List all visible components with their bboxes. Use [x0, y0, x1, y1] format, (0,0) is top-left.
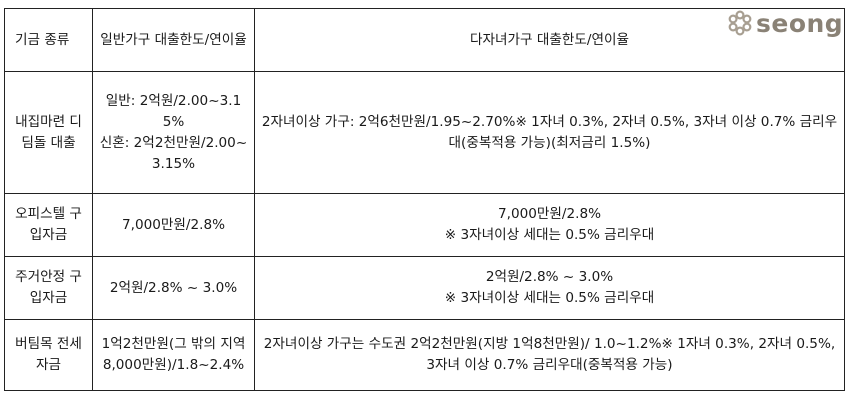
- general-line: 2억원/2.8% ~ 3.0%: [109, 279, 238, 296]
- general-line: 신혼: 2억2천만원/2.00~3.15%: [99, 134, 248, 172]
- table-row: 버팀목 전세자금 1억2천만원(그 밖의 지역 8,000만원)/1.8~2.4…: [4, 319, 845, 391]
- header-general: 일반가구 대출한도/연이율: [92, 8, 255, 72]
- header-multichild: 다자녀가구 대출한도/연이율: [254, 8, 845, 72]
- table-row: 내집마련 디딤돌 대출 일반: 2억원/2.00~3.15% 신혼: 2억2천만…: [4, 71, 845, 194]
- general-limit: 1억2천만원(그 밖의 지역 8,000만원)/1.8~2.4%: [92, 319, 255, 391]
- multichild-line: 2자녀이상 가구는 수도권 2억2천만원(지방 1억8천만원)/ 1.0~1.2…: [263, 336, 836, 373]
- multichild-line: 7,000만원/2.8%: [497, 206, 602, 222]
- fund-name: 버팀목 전세자금: [4, 319, 93, 391]
- multichild-line: 2억원/2.8% ~ 3.0%: [485, 269, 614, 285]
- table-row: 오피스텔 구입자금 7,000만원/2.8% 7,000만원/2.8% ※ 3자…: [4, 193, 845, 257]
- multichild-limit: 7,000만원/2.8% ※ 3자녀이상 세대는 0.5% 금리우대: [254, 193, 845, 257]
- table-row: 주거안정 구입자금 2억원/2.8% ~ 3.0% 2억원/2.8% ~ 3.0…: [4, 256, 845, 320]
- header-fund-type: 기금 종류: [4, 8, 93, 72]
- loan-table: 기금 종류 일반가구 대출한도/연이율 다자녀가구 대출한도/연이율 내집마련 …: [4, 8, 845, 391]
- general-line: 1억2천만원(그 밖의 지역 8,000만원)/1.8~2.4%: [101, 336, 246, 373]
- multichild-limit: 2자녀이상 가구: 2억6천만원/1.95~2.70%※ 1자녀 0.3%, 2…: [254, 71, 845, 194]
- multichild-note: ※ 3자녀이상 세대는 0.5% 금리우대: [444, 227, 655, 243]
- multichild-limit: 2억원/2.8% ~ 3.0% ※ 3자녀이상 세대는 0.5% 금리우대: [254, 256, 845, 320]
- fund-name: 주거안정 구입자금: [4, 256, 93, 320]
- multichild-note: ※ 3자녀이상 세대는 0.5% 금리우대: [444, 290, 655, 306]
- fund-name: 내집마련 디딤돌 대출: [4, 71, 93, 194]
- multichild-line: 2자녀이상 가구: 2억6천만원/1.95~2.70%※ 1자녀 0.3%, 2…: [261, 113, 838, 151]
- general-limit: 일반: 2억원/2.00~3.15% 신혼: 2억2천만원/2.00~3.15%: [92, 71, 255, 194]
- general-line: 7,000만원/2.8%: [121, 216, 226, 233]
- fund-name: 오피스텔 구입자금: [4, 193, 93, 257]
- header-row: 기금 종류 일반가구 대출한도/연이율 다자녀가구 대출한도/연이율: [4, 8, 845, 72]
- general-line: 일반: 2억원/2.00~3.15%: [105, 92, 242, 130]
- multichild-limit: 2자녀이상 가구는 수도권 2억2천만원(지방 1억8천만원)/ 1.0~1.2…: [254, 319, 845, 391]
- general-limit: 7,000만원/2.8%: [92, 193, 255, 257]
- general-limit: 2억원/2.8% ~ 3.0%: [92, 256, 255, 320]
